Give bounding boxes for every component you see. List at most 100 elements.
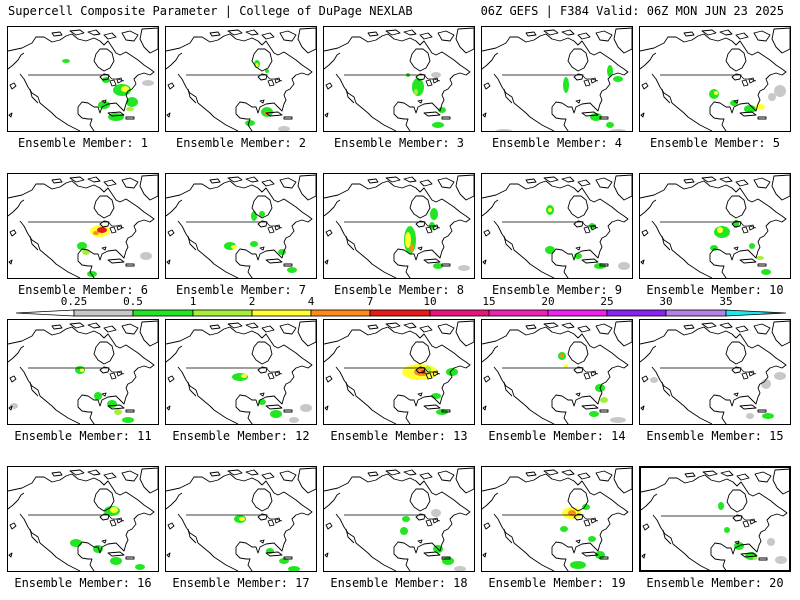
scp-contour-area bbox=[438, 107, 446, 113]
island-outline bbox=[419, 325, 433, 333]
colorbar-tick-label: 0.5 bbox=[123, 295, 143, 308]
scp-contour-area bbox=[142, 80, 154, 86]
island-outline bbox=[683, 31, 695, 37]
ensemble-member-map[interactable] bbox=[481, 173, 633, 279]
island-outline bbox=[121, 177, 139, 189]
island-outline bbox=[575, 99, 581, 104]
ensemble-member-map[interactable] bbox=[7, 319, 159, 425]
hudson-bay bbox=[251, 488, 273, 512]
island-outline bbox=[227, 176, 243, 183]
island-outline bbox=[87, 322, 101, 329]
ensemble-member-map[interactable] bbox=[7, 26, 159, 132]
island-outline bbox=[283, 263, 293, 267]
island-outline bbox=[9, 522, 17, 530]
colorbar-tick-label: 35 bbox=[719, 295, 733, 308]
island-outline bbox=[455, 27, 474, 54]
ensemble-member-map[interactable] bbox=[323, 26, 475, 132]
great-lakes bbox=[257, 366, 281, 380]
island-outline bbox=[209, 31, 221, 37]
ensemble-member-map[interactable] bbox=[7, 466, 159, 572]
island-outline bbox=[735, 32, 749, 40]
ensemble-member-map[interactable] bbox=[639, 26, 791, 132]
island-outline bbox=[683, 324, 695, 330]
north-america-map bbox=[324, 174, 474, 278]
hudson-bay bbox=[725, 341, 747, 365]
island-outline bbox=[125, 556, 135, 560]
us-canada-border bbox=[28, 367, 125, 375]
ensemble-member-map[interactable] bbox=[165, 173, 317, 279]
coastline bbox=[166, 33, 313, 131]
scp-contour-area bbox=[405, 232, 411, 248]
island-outline bbox=[265, 404, 283, 410]
coastline bbox=[493, 73, 555, 131]
coastline bbox=[640, 180, 787, 278]
ensemble-member-map[interactable] bbox=[639, 173, 791, 279]
island-outline bbox=[423, 111, 441, 117]
island-outline bbox=[739, 404, 757, 410]
coastline bbox=[640, 52, 657, 70]
island-outline bbox=[385, 469, 401, 476]
ensemble-member-map[interactable] bbox=[639, 466, 791, 572]
run-valid-time: 06Z GEFS | F384 Valid: 06Z MON JUN 23 20… bbox=[480, 4, 784, 18]
us-canada-border bbox=[661, 515, 758, 523]
island-outline bbox=[417, 99, 423, 104]
ensemble-member-map[interactable] bbox=[481, 319, 633, 425]
colorbar-segment bbox=[369, 309, 431, 317]
ensemble-member-map[interactable] bbox=[481, 26, 633, 132]
island-outline bbox=[279, 323, 297, 335]
island-outline bbox=[325, 375, 333, 383]
great-lakes bbox=[731, 73, 755, 87]
ensemble-member-map[interactable] bbox=[323, 319, 475, 425]
north-america-map bbox=[324, 320, 474, 424]
island-outline bbox=[740, 552, 758, 558]
north-america-map bbox=[324, 27, 474, 131]
island-outline bbox=[575, 539, 581, 544]
ensemble-member-caption: Ensemble Member: 14 bbox=[488, 429, 626, 443]
north-america-map bbox=[166, 27, 316, 131]
ensemble-member-map[interactable] bbox=[323, 466, 475, 572]
island-outline bbox=[642, 523, 650, 531]
scp-contour-area bbox=[412, 78, 424, 96]
scp-contour-area bbox=[231, 245, 237, 249]
hudson-bay bbox=[93, 195, 115, 219]
island-outline bbox=[757, 409, 767, 413]
great-lakes bbox=[99, 366, 123, 380]
island-outline bbox=[753, 323, 771, 335]
scp-contour-area bbox=[454, 566, 466, 571]
ensemble-member-map[interactable] bbox=[323, 173, 475, 279]
scp-contour-area bbox=[560, 354, 564, 358]
ensemble-member-caption: Ensemble Member: 18 bbox=[330, 576, 468, 590]
scp-contour-area bbox=[545, 246, 555, 254]
colorbar-tick-label: 0.25 bbox=[60, 295, 88, 308]
colorbar-tick-label: 25 bbox=[600, 295, 614, 308]
hudson-bay bbox=[567, 195, 589, 219]
island-outline bbox=[758, 557, 768, 561]
ensemble-member-map[interactable] bbox=[7, 173, 159, 279]
scp-contour-area bbox=[431, 509, 441, 517]
coastline bbox=[166, 326, 313, 424]
ensemble-member-map[interactable] bbox=[165, 26, 317, 132]
ensemble-member-map[interactable] bbox=[165, 466, 317, 572]
north-america-map bbox=[8, 174, 158, 278]
island-outline bbox=[441, 116, 451, 120]
coastline bbox=[482, 492, 499, 510]
ensemble-member-caption: Ensemble Member: 13 bbox=[330, 429, 468, 443]
island-outline bbox=[595, 470, 613, 482]
coastline bbox=[640, 326, 787, 424]
coastline bbox=[166, 180, 313, 278]
scp-contour-area bbox=[767, 538, 775, 546]
coastline bbox=[29, 528, 39, 544]
us-canada-border bbox=[344, 221, 441, 229]
scp-contour-area bbox=[98, 101, 110, 109]
ensemble-member-map[interactable] bbox=[165, 319, 317, 425]
ensemble-member-map[interactable] bbox=[481, 466, 633, 572]
scp-contour-area bbox=[610, 129, 626, 131]
ensemble-member-map[interactable] bbox=[639, 319, 791, 425]
coastline bbox=[8, 492, 25, 510]
us-canada-border bbox=[502, 514, 599, 522]
island-outline bbox=[483, 82, 491, 90]
scp-contour-area bbox=[724, 527, 730, 533]
island-outline bbox=[719, 322, 733, 329]
colorbar-segment bbox=[429, 309, 490, 317]
island-outline bbox=[417, 246, 423, 251]
